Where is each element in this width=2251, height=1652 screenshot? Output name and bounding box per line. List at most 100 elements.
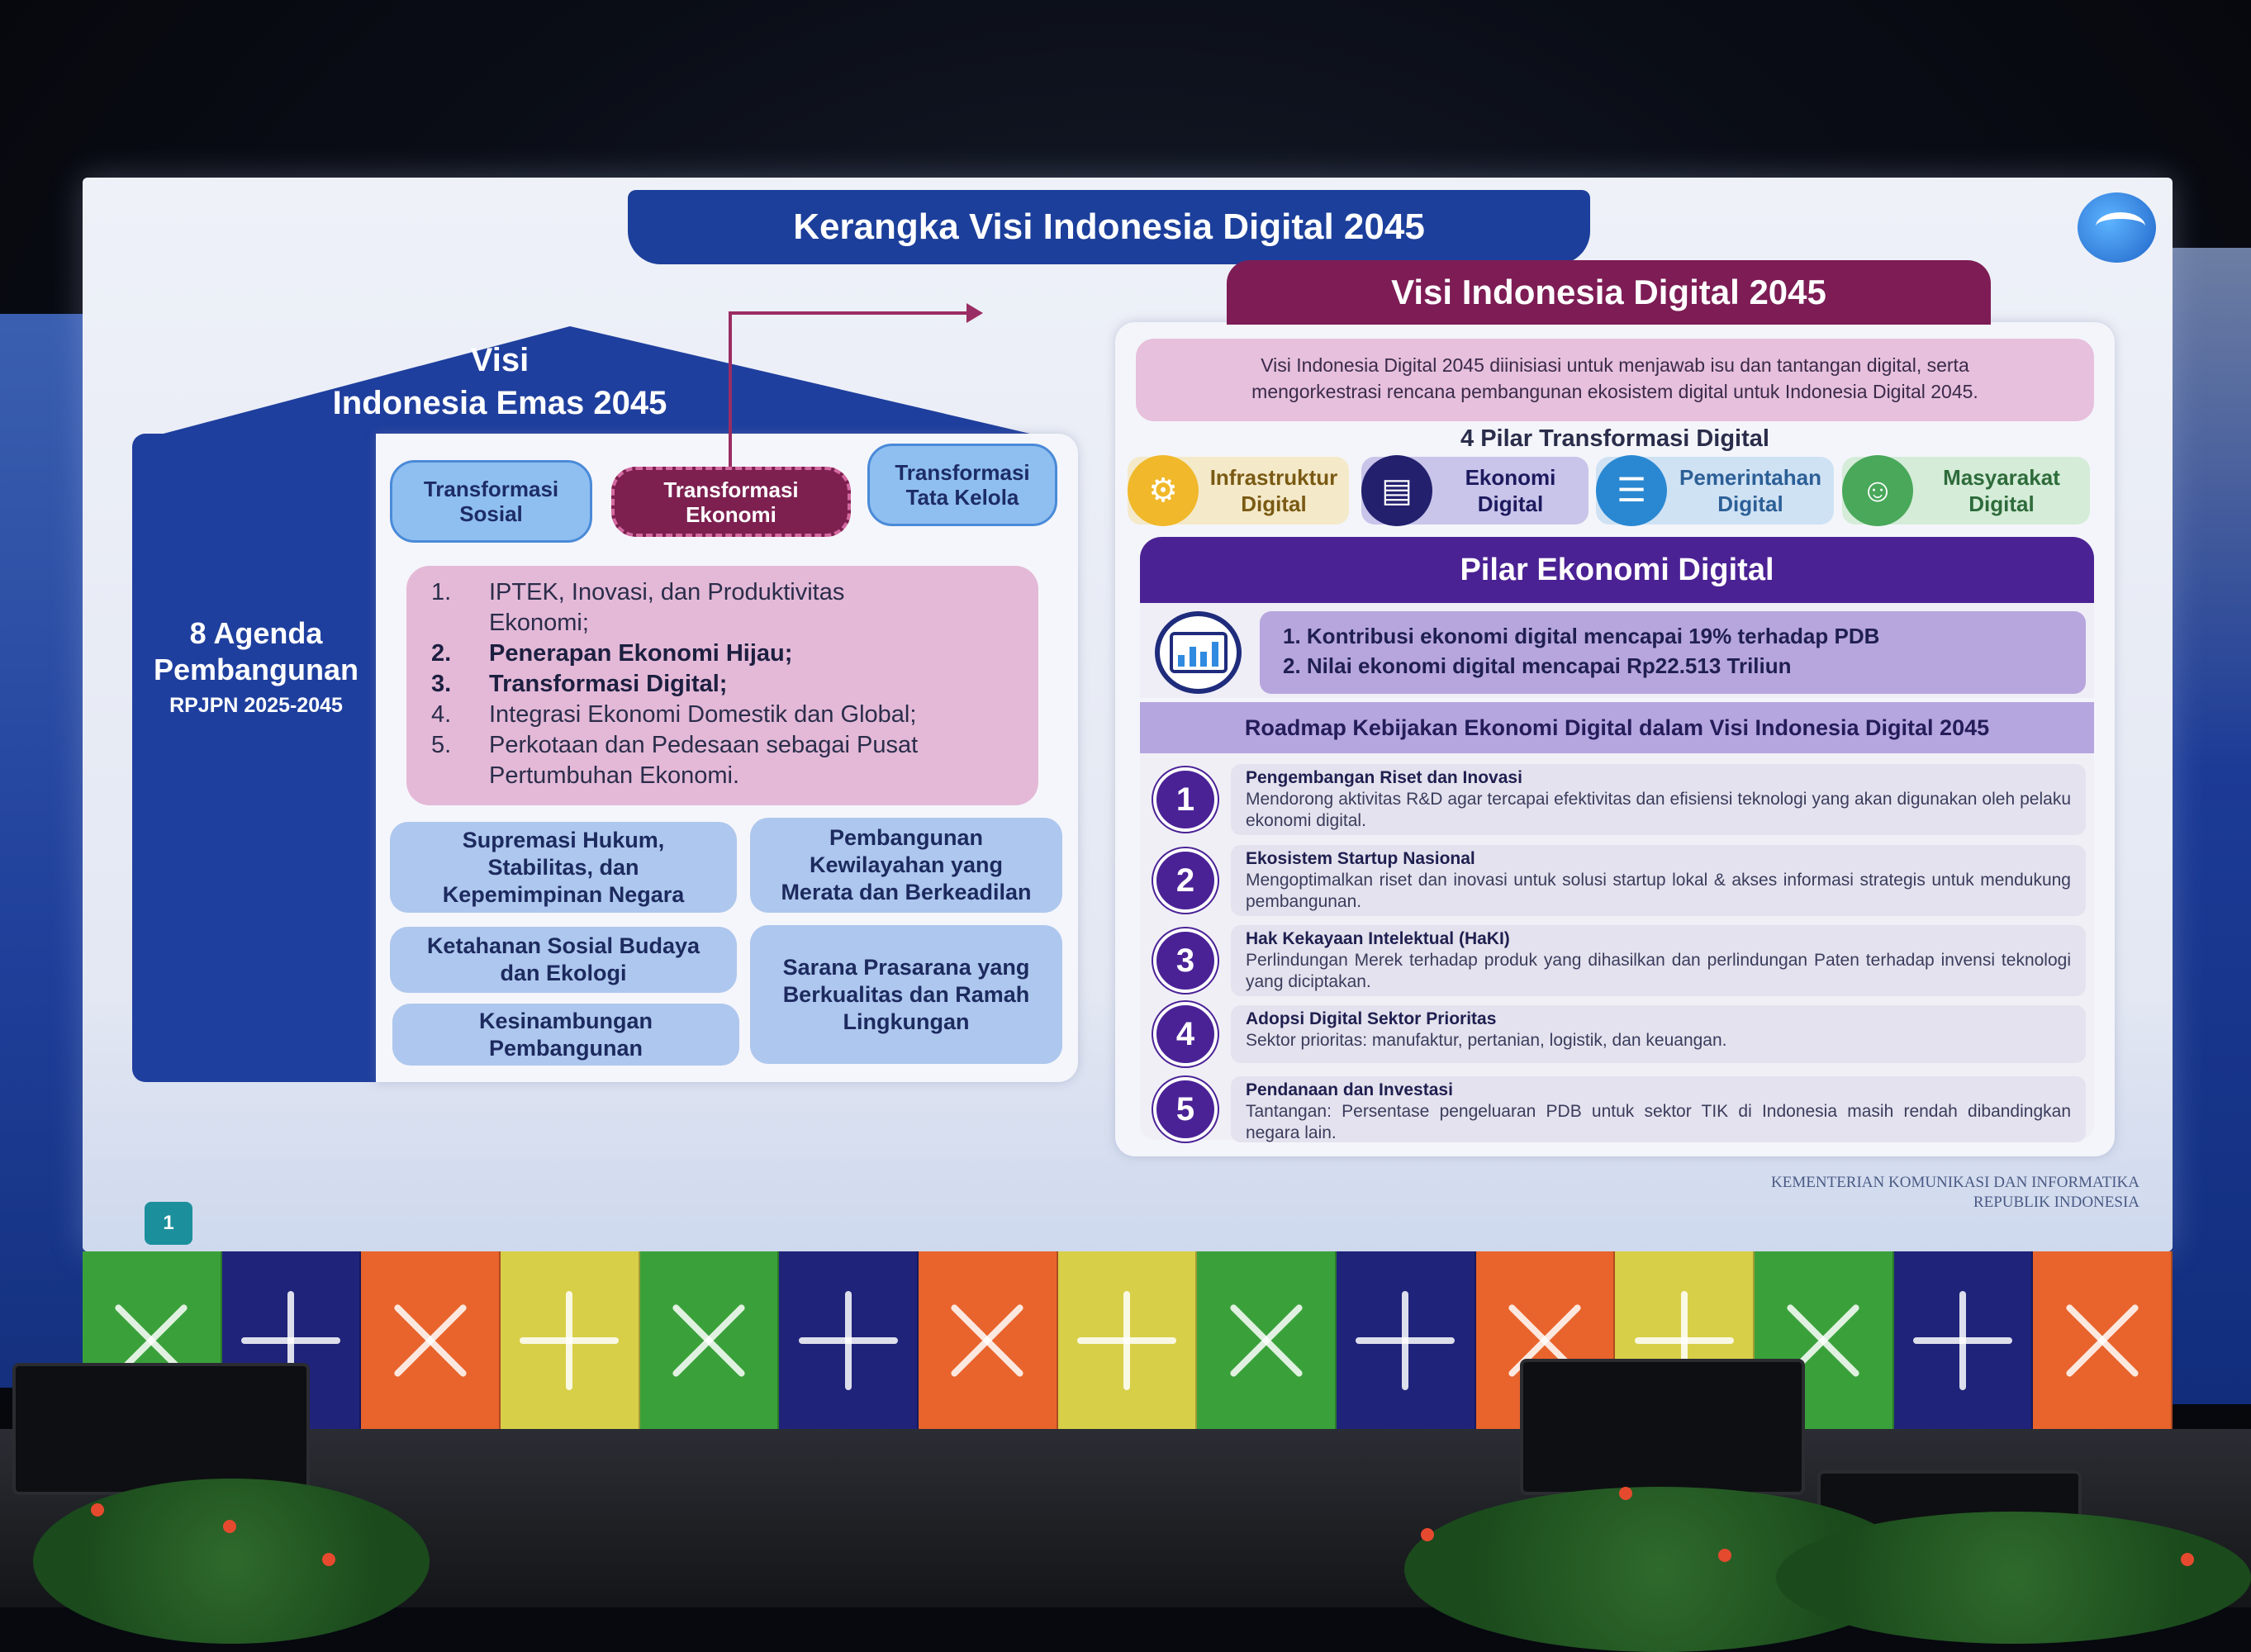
banner-panel — [919, 1251, 1058, 1429]
pilar-label-line: Ekonomi — [1465, 465, 1556, 490]
stage-speaker — [1520, 1359, 1805, 1495]
economy-agenda-item: 3. Transformasi Digital; — [431, 669, 1014, 700]
connector-line — [729, 314, 732, 467]
block-line: dan Ekologi — [500, 961, 627, 985]
pilar-label: Masyarakat Digital — [1913, 464, 2090, 517]
banner-panel — [1337, 1251, 1476, 1429]
flower — [1421, 1528, 1434, 1541]
block-line: Kesinambungan — [478, 1008, 653, 1033]
pinwheel-icon — [799, 1290, 898, 1390]
roadmap-item-desc: Mendorong aktivitas R&D agar tercapai ef… — [1246, 790, 2071, 830]
pinwheel-icon — [1196, 1270, 1337, 1411]
item-text: Pertumbuhan Ekonomi. — [489, 762, 740, 789]
intro-line: mengorkestrasi rencana pembangunan ekosi… — [1251, 381, 1978, 402]
pilar-label-line: Digital — [1717, 491, 1783, 516]
economy-agenda-item: Ekonomi; — [431, 608, 1014, 638]
flower-plant — [33, 1479, 430, 1644]
block-line: Ketahanan Sosial Budaya — [426, 933, 700, 958]
banner-panel — [639, 1251, 780, 1429]
banner-panel — [501, 1251, 640, 1429]
economy-agenda-item: 4. Integrasi Ekonomi Domestik dan Global; — [431, 700, 1014, 730]
item-number: 3. — [431, 671, 452, 697]
block-line: Stabilitas, dan — [487, 854, 639, 880]
roadmap-number: 4 — [1153, 1002, 1218, 1066]
pilar-label: Pemerintahan Digital — [1667, 464, 1834, 517]
flower-plant — [1776, 1512, 2251, 1644]
banner-panel — [779, 1251, 919, 1429]
pilar-label-line: Infrastruktur — [1209, 465, 1338, 490]
pill-line: Sosial — [459, 501, 523, 526]
pilar-item: ⚙ Infrastruktur Digital — [1128, 455, 1349, 526]
pinwheel-icon — [1077, 1290, 1176, 1390]
agenda-title-line: Pembangunan — [153, 653, 359, 686]
item-number: 1. — [431, 579, 452, 605]
agenda-block: Kesinambungan Pembangunan — [392, 1004, 739, 1066]
item-number: 5. — [431, 732, 452, 758]
economy-agenda-item: 2. Penerapan Ekonomi Hijau; — [431, 638, 1014, 669]
item-text: IPTEK, Inovasi, dan Produktivitas — [489, 579, 845, 605]
roadmap-item-desc: Tantangan: Persentase pengeluaran PDB un… — [1246, 1102, 2071, 1142]
roadmap-title: Roadmap Kebijakan Ekonomi Digital dalam … — [1140, 702, 2094, 753]
pill-transformasi-ekonomi: Transformasi Ekonomi — [611, 467, 851, 537]
pilar-title: 4 Pilar Transformasi Digital — [1460, 425, 1769, 452]
arrow-right-icon — [966, 303, 983, 323]
pinwheel-icon — [1356, 1290, 1455, 1390]
roof-title-line: Visi — [470, 342, 530, 378]
item-number — [431, 761, 489, 791]
pinwheel-icon — [360, 1270, 501, 1411]
roof-title: Visi Indonesia Emas 2045 — [314, 339, 686, 425]
block-line: Sarana Prasarana yang — [782, 954, 1030, 980]
pill-line: Transformasi — [895, 460, 1030, 485]
block-line: Pembangunan — [829, 825, 984, 850]
banner-panel — [2033, 1251, 2173, 1429]
agenda-block: Ketahanan Sosial Budaya dan Ekologi — [390, 927, 737, 993]
pilar-item: ☺ Masyarakat Digital — [1842, 455, 2090, 526]
roadmap-item-desc: Mengoptimalkan riset dan inovasi untuk s… — [1246, 871, 2071, 911]
pilar-label: Ekonomi Digital — [1432, 464, 1589, 517]
roadmap-number: 1 — [1153, 767, 1218, 832]
pilar-label: Infrastruktur Digital — [1199, 464, 1349, 517]
block-line: Berkualitas dan Ramah — [782, 981, 1030, 1007]
footer-line: REPUBLIK INDONESIA — [1973, 1194, 2139, 1211]
house-roof — [132, 326, 1066, 442]
pinwheel-icon — [639, 1270, 779, 1411]
item-text: Penerapan Ekonomi Hijau; — [489, 640, 793, 667]
economy-agenda-list: 1. IPTEK, Inovasi, dan Produktivitas Ekono… — [431, 577, 1014, 791]
item-text: Transformasi Digital; — [489, 671, 728, 697]
roadmap-number: 3 — [1153, 928, 1218, 993]
flower — [1619, 1487, 1632, 1500]
connector-line — [729, 311, 972, 315]
pinwheel-icon — [2032, 1270, 2173, 1411]
block-line: Kewilayahan yang — [809, 852, 1004, 877]
block-line: Pembangunan — [488, 1035, 643, 1061]
footer-line: KEMENTERIAN KOMUNIKASI DAN INFORMATIKA — [1771, 1174, 2139, 1191]
roadmap-number: 2 — [1153, 848, 1218, 913]
flower — [322, 1553, 335, 1566]
target-item: 1. Kontribusi ekonomi digital mencapai 1… — [1283, 624, 1880, 648]
pilar-label-line: Pemerintahan — [1679, 465, 1821, 490]
roadmap-item: Pengembangan Riset dan Inovasi Mendorong … — [1231, 764, 2086, 835]
bar-chart-icon — [1155, 611, 1242, 694]
pill-transformasi-tata-kelola: Transformasi Tata Kelola — [867, 444, 1057, 526]
pill-line: Ekonomi — [686, 501, 776, 527]
roadmap-item-title: Pendanaan dan Investasi — [1246, 1080, 1453, 1099]
pill-line: Transformasi — [663, 477, 799, 502]
visi-digital-title: Visi Indonesia Digital 2045 — [1227, 260, 1991, 325]
roadmap-item-title: Pengembangan Riset dan Inovasi — [1246, 768, 1522, 787]
agenda-title: 8 Agenda Pembangunan — [136, 615, 376, 688]
item-number: 4. — [431, 701, 452, 728]
pill-transformasi-sosial: Transformasi Sosial — [390, 460, 592, 543]
ekonomi-digital-title: Pilar Ekonomi Digital — [1140, 537, 2094, 603]
roadmap-number: 5 — [1153, 1077, 1218, 1142]
roadmap-item: Ekosistem Startup Nasional Mengoptimalkan… — [1231, 845, 2086, 916]
economy-icon: ▤ — [1361, 455, 1432, 526]
banner-panel — [1197, 1251, 1337, 1429]
roof-title-line: Indonesia Emas 2045 — [332, 385, 667, 421]
roadmap-item-title: Hak Kekayaan Intelektual (HaKI) — [1246, 929, 1510, 948]
roadmap-item-desc: Perlindungan Merek terhadap produk yang … — [1246, 951, 2071, 991]
society-icon: ☺ — [1842, 455, 1913, 526]
block-line: Merata dan Berkeadilan — [781, 880, 1032, 904]
kominfo-logo-icon — [2078, 192, 2156, 263]
banner-panel — [1893, 1251, 2034, 1429]
block-line: Supremasi Hukum, — [462, 827, 665, 852]
